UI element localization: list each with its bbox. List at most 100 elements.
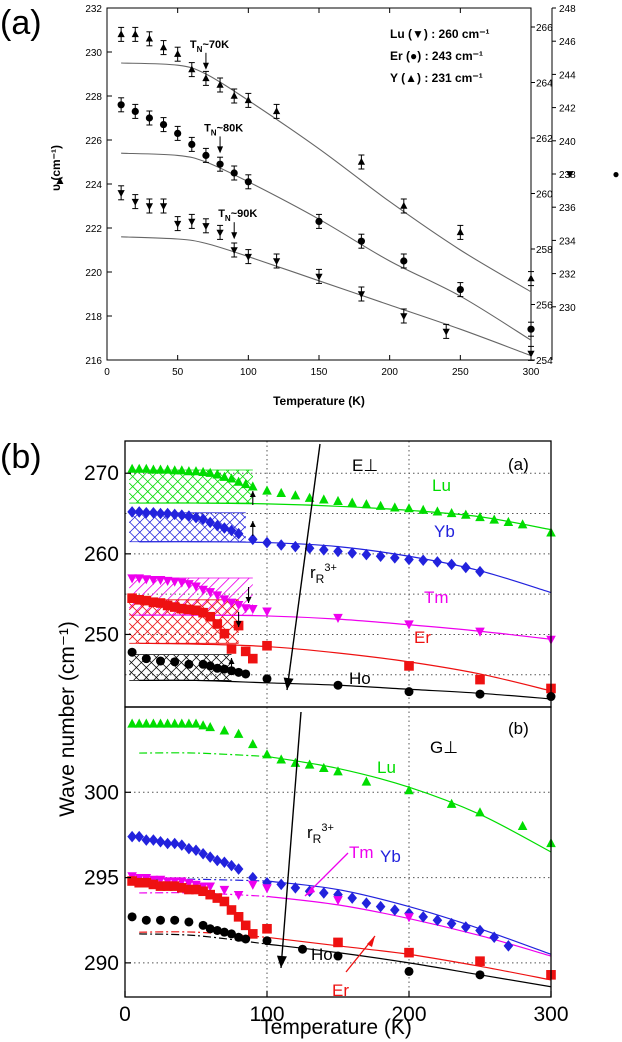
y-axis-label-a: υ (cm⁻¹)	[49, 145, 63, 191]
annotation-sub: N	[197, 45, 203, 54]
data-point-lu	[446, 508, 457, 518]
data-point-y	[131, 30, 139, 38]
data-point-lu	[162, 464, 173, 474]
hatch-line	[225, 630, 239, 644]
data-point-yb	[461, 561, 471, 574]
data-point-lu	[361, 776, 372, 786]
pointer-tm-head	[305, 886, 315, 896]
data-point-yb	[319, 544, 329, 556]
data-point-tm	[162, 576, 173, 586]
hatch-line	[235, 640, 239, 644]
y-tick-label-a: 216	[85, 356, 102, 367]
data-point-tm	[219, 595, 230, 605]
y-tick-label-a: 228	[85, 92, 102, 103]
y-tick-label-right-outer: 236	[559, 203, 576, 214]
arrow-label-g: rR3+	[307, 822, 334, 846]
hatch-line	[159, 512, 190, 543]
data-point-tm	[333, 896, 343, 906]
data-point-lu	[212, 469, 223, 479]
radius-arrow-g-head	[276, 955, 287, 968]
subpanel-label-g: (b)	[508, 719, 529, 738]
annotation-tn: TN~90K	[218, 208, 257, 223]
hatch-line	[163, 654, 190, 681]
y-tick-label-a: 218	[85, 312, 102, 323]
data-point-yb	[148, 506, 159, 519]
hatch-line	[215, 469, 250, 504]
data-point-lu	[503, 516, 514, 527]
data-point-yb	[141, 834, 152, 846]
data-point-er	[219, 896, 230, 907]
data-point-yb	[503, 940, 514, 952]
legend-entry-1: Er (●) : 243 cm⁻¹	[390, 49, 483, 63]
data-point-ho	[219, 664, 229, 674]
data-point-tm	[233, 891, 244, 901]
data-point-yb	[177, 839, 187, 851]
data-point-ho	[219, 927, 229, 937]
data-point-yb	[191, 844, 201, 857]
y-axis-label-b: Wave number (cm⁻¹)	[56, 621, 79, 817]
data-point-yb	[248, 533, 258, 546]
data-point-ho	[198, 920, 208, 930]
data-point-yb	[233, 527, 244, 540]
data-point-tm	[226, 598, 237, 608]
data-point-ho	[170, 915, 180, 925]
data-point-yb	[155, 836, 166, 848]
annotation-tn: TN~80K	[204, 122, 243, 137]
data-point-y	[273, 107, 281, 115]
data-point-lu	[240, 479, 251, 489]
data-point-lu	[319, 494, 329, 504]
fit-line-dashed-ho	[139, 933, 268, 945]
data-point-ho	[333, 680, 343, 690]
data-point-lu	[177, 718, 187, 728]
data-point-tm	[148, 576, 159, 586]
chart-wave-number: 250 260 270 290 295 300 0 100 200 300 Lu Yb Tm Er Ho L…	[56, 440, 569, 1039]
data-point-yb	[205, 516, 215, 529]
y-tick-label-right-outer: 230	[559, 303, 576, 314]
data-point-tm	[248, 880, 258, 890]
hatch-line	[235, 469, 254, 487]
data-point-er	[148, 879, 159, 890]
data-point-yb	[162, 837, 173, 850]
data-point-tm	[262, 607, 272, 617]
data-point-er	[226, 905, 237, 915]
data-point-lu	[191, 718, 201, 728]
data-point-yb	[276, 539, 286, 551]
hatch-line	[128, 469, 160, 501]
plot-frame-b2	[124, 706, 552, 998]
data-point-y	[188, 65, 196, 73]
y-axis-marker-a: ▲	[54, 173, 66, 187]
data-point-tm	[169, 577, 180, 587]
data-point-er	[177, 883, 187, 893]
x-tick-label-a: 150	[311, 367, 328, 378]
data-point-lu	[127, 463, 137, 473]
data-point-lu	[131, 198, 139, 206]
y-tick-label-right-outer: 248	[559, 4, 576, 15]
fit-line-lu	[121, 236, 532, 357]
data-point-tm	[127, 574, 137, 584]
annotation-arrow-head	[231, 232, 238, 240]
data-point-er	[159, 121, 168, 129]
hatch-line	[155, 469, 190, 504]
data-point-ho	[205, 661, 215, 671]
data-point-ho	[241, 669, 251, 679]
y-tick-label-a: 230	[85, 48, 102, 59]
r-superscript: 3+	[321, 822, 334, 834]
x-tick-label-b: 100	[249, 1003, 284, 1026]
data-point-er	[262, 923, 272, 934]
data-point-ho	[141, 654, 151, 664]
y-tick-label-right-inner: 264	[536, 79, 553, 90]
y-tick-label-right-inner: 254	[536, 356, 553, 367]
data-point-lu	[117, 190, 125, 197]
data-point-yb	[390, 552, 400, 564]
series-label-lu-e: Lu	[432, 476, 451, 495]
data-point-er	[248, 653, 258, 664]
data-point-er	[456, 286, 464, 294]
hatch-line	[128, 521, 150, 543]
data-point-y	[357, 157, 365, 165]
data-point-yb	[432, 914, 443, 926]
data-point-y	[456, 228, 464, 236]
legend-entry-2: Y (▲) : 231 cm⁻¹	[390, 71, 483, 85]
data-point-lu	[148, 718, 159, 728]
data-point-lu	[219, 471, 230, 481]
hatch-line	[139, 512, 170, 543]
